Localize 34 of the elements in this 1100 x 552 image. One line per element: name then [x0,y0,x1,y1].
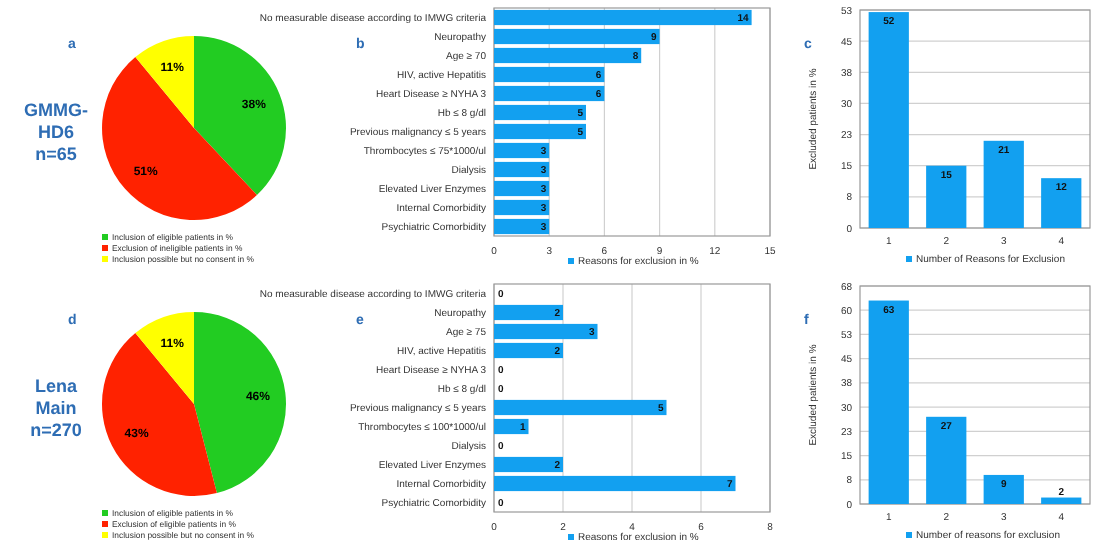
bar [494,28,660,45]
bar [926,165,967,228]
bar [494,47,642,64]
bar [494,342,563,359]
bar [494,85,605,102]
bar [494,218,550,235]
bar [494,123,586,140]
bar [494,456,563,473]
text: GMMG-HD6 n=65 [24,100,88,164]
bar [494,199,550,216]
bar [983,474,1024,504]
bar [494,418,529,435]
pie-slice [102,333,217,496]
bar [494,475,736,492]
bar [494,66,605,83]
bar [494,399,667,416]
bar [494,304,563,321]
bar [494,9,752,26]
pie-slice [194,312,286,494]
bar [494,323,598,340]
bar [494,161,550,178]
bar [983,140,1024,228]
bar [494,142,550,159]
pie-slice [194,36,286,196]
pie-slice [135,312,194,404]
bar [1041,497,1082,504]
bar [868,12,909,228]
bar [926,416,967,504]
pie-slice [135,36,194,128]
text: Lena Main n=270 [30,376,82,440]
bar [1041,178,1082,228]
bar [494,180,550,197]
bar [868,300,909,504]
bar [494,104,586,121]
